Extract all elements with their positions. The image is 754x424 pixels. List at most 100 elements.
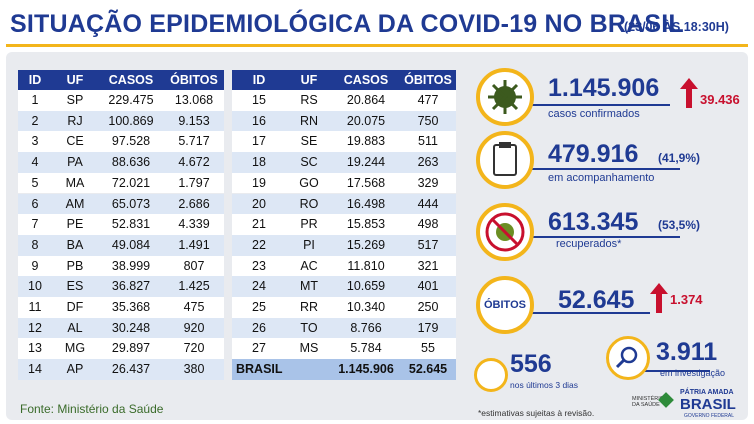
table-cell: CE: [66, 134, 84, 149]
up-arrow: [650, 283, 668, 313]
table-cell: DF: [66, 300, 84, 314]
table-cell: PB: [66, 258, 84, 273]
table-cell: 26: [252, 320, 266, 335]
table-row: [232, 110, 456, 132]
table-row: [18, 110, 224, 132]
table-cell: 20: [252, 196, 266, 211]
icon-clipboard: [476, 131, 534, 189]
column-header: CASOS: [108, 73, 154, 87]
deaths-increase: 1.374: [670, 292, 703, 307]
table-cell: 18: [252, 155, 266, 170]
monitoring-value: 479.916: [548, 140, 639, 168]
table-cell: 13.068: [174, 93, 214, 107]
table-row: [18, 297, 224, 318]
table-cell: MT: [299, 279, 319, 294]
icon-deaths: ÓBITOS: [476, 276, 534, 334]
table-cell: 229.475: [108, 93, 154, 107]
header-title: SITUAÇÃO EPIDEMIOLÓGICA DA COVID-19 NO B…: [10, 10, 684, 38]
total-row: [232, 359, 456, 380]
table-row: [18, 214, 224, 235]
table-cell: 97.528: [111, 134, 151, 149]
header-rule: [6, 44, 748, 47]
table-cell: 1.797: [178, 175, 210, 190]
recovered-label: recuperados*: [556, 238, 622, 250]
table-cell: 13: [28, 341, 42, 356]
table-cell: 4.339: [178, 217, 210, 232]
table-cell: 100.869: [108, 113, 154, 128]
table-header: [232, 70, 456, 90]
table-cell: RJ: [67, 113, 83, 128]
total-cell: BRASIL: [236, 362, 283, 377]
table-cell: 807: [183, 258, 205, 273]
column-header: ID: [252, 73, 266, 87]
table-cell: 9.153: [178, 113, 210, 128]
table-cell: 27: [252, 341, 266, 356]
table-cell: 17: [252, 134, 266, 149]
table-row: [232, 317, 456, 339]
table-cell: 720: [183, 341, 205, 356]
table-cell: 6: [31, 196, 39, 211]
table-cell: 24: [252, 279, 266, 294]
table-row: [232, 172, 456, 194]
table-cell: MG: [64, 341, 86, 356]
table-cell: PE: [66, 217, 84, 232]
table-cell: 17.568: [346, 175, 386, 190]
underline: [530, 236, 680, 238]
table-row: [232, 338, 456, 360]
table-cell: 12: [28, 320, 42, 335]
monitoring-percent: (41,9%): [658, 151, 701, 165]
no-virus: [485, 212, 525, 252]
total-cell: 52.645: [408, 362, 448, 377]
table-cell: 380: [183, 362, 205, 377]
table-cell: AP: [66, 362, 84, 377]
table-cell: 15.853: [346, 217, 386, 232]
table-cell: 20.075: [346, 113, 386, 128]
table-cell: 329: [417, 175, 439, 190]
table-row: [232, 152, 456, 173]
table-row: [232, 255, 456, 277]
table-cell: 920: [183, 320, 205, 335]
table-cell: 498: [417, 217, 439, 232]
table-cell: 517: [417, 237, 439, 252]
table-row: [18, 317, 224, 339]
column-header: CASOS: [343, 73, 389, 87]
table-cell: GO: [299, 175, 319, 190]
cases-label: casos confirmados: [548, 108, 640, 120]
table-cell: PI: [303, 237, 315, 252]
recent-value: 556: [510, 350, 552, 378]
table-cell: SP: [66, 93, 84, 107]
table-row: [18, 338, 224, 360]
cases-value: 1.145.906: [548, 74, 660, 102]
table-cell: AL: [67, 320, 83, 335]
table-cell: 23: [252, 258, 266, 273]
virus: [488, 80, 522, 114]
table-cell: 1.425: [178, 279, 210, 294]
icon-virus: [476, 68, 534, 126]
icon-recovered: [476, 203, 534, 261]
table-row: [232, 297, 456, 318]
table-cell: 250: [417, 300, 439, 314]
underline: [530, 168, 680, 170]
government: GOVERNO FEDERAL: [684, 413, 735, 419]
table-cell: 25: [252, 300, 266, 314]
table-cell: 2.686: [178, 196, 210, 211]
table-cell: 1: [31, 93, 39, 107]
table-header: [18, 70, 224, 90]
table-cell: 4: [31, 155, 39, 170]
table-cell: 477: [417, 93, 439, 107]
table-cell: 475: [183, 300, 205, 314]
table-cell: AC: [300, 258, 318, 273]
table-cell: 29.897: [111, 341, 151, 356]
table-cell: 321: [417, 258, 439, 273]
table-cell: 10: [28, 279, 42, 294]
table-cell: BA: [66, 237, 84, 252]
table-cell: 35.368: [111, 300, 151, 314]
table-row: [232, 131, 456, 153]
table-cell: 38.999: [111, 258, 151, 273]
table-cell: 19.883: [346, 134, 386, 149]
table-cell: 26.437: [111, 362, 151, 377]
table-cell: 16.498: [346, 196, 386, 211]
table-cell: 49.084: [111, 237, 151, 252]
table-cell: RO: [299, 196, 319, 211]
